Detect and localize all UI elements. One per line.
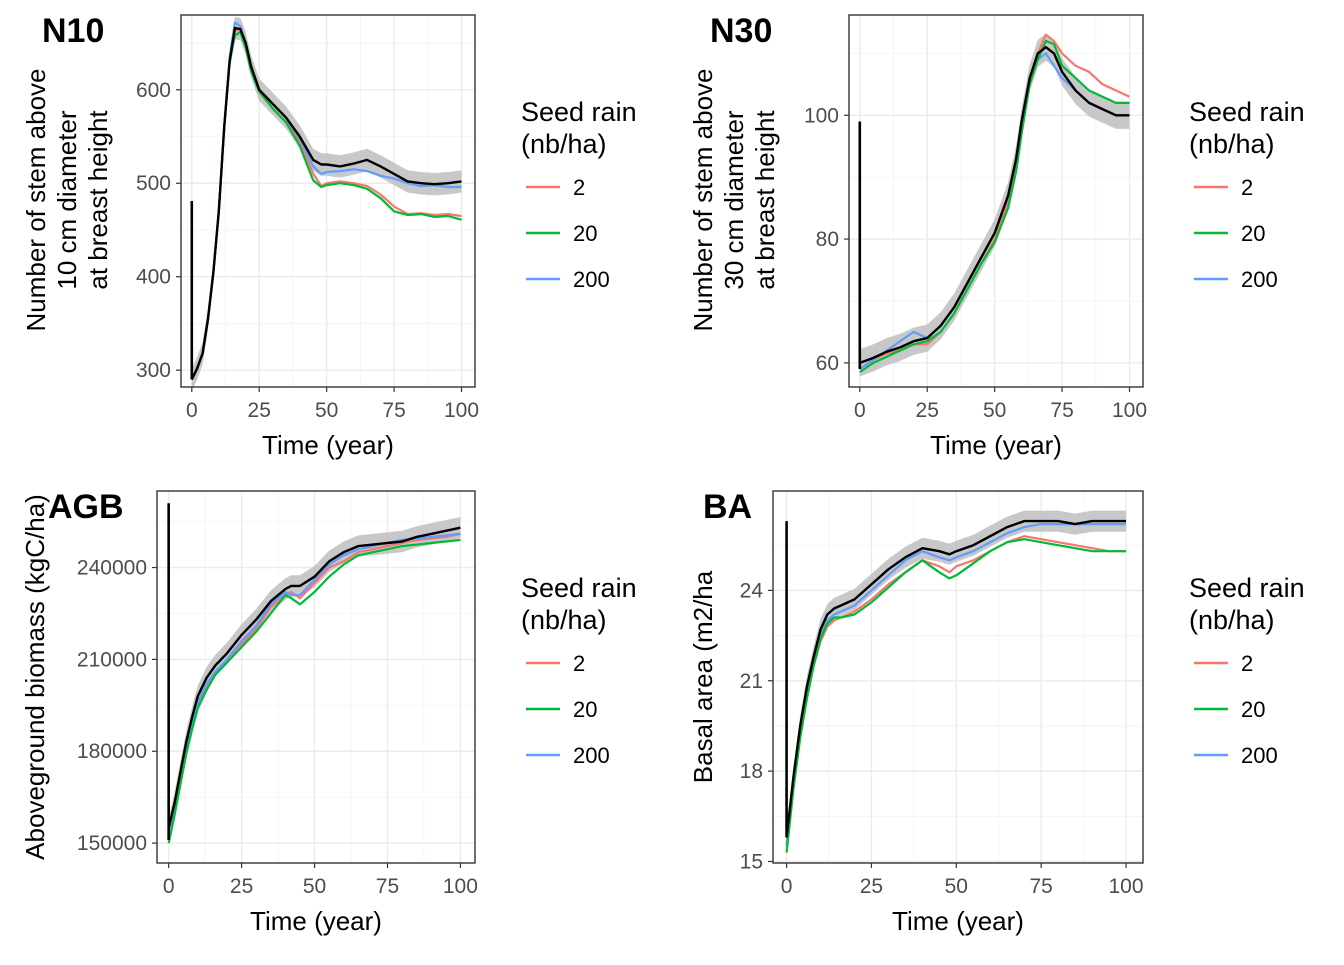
y-tick-label: 150000 xyxy=(77,832,147,855)
y-axis-label-line1: Number of stem above xyxy=(21,68,51,331)
legend-label-200: 200 xyxy=(1241,267,1278,292)
y-tick-label: 240000 xyxy=(77,557,147,580)
x-tick-label: 100 xyxy=(443,875,478,898)
x-axis-label: Time (year) xyxy=(930,430,1062,460)
legend-label-2: 2 xyxy=(573,175,585,200)
y-axis-label: Basal area (m2/ha xyxy=(688,570,718,783)
x-tick-label: 0 xyxy=(163,875,175,898)
legend-label-2: 2 xyxy=(1241,175,1253,200)
panel-ba: BA Basal area (m2/ha Time (year) xyxy=(688,488,1024,936)
legend-label-2: 2 xyxy=(573,651,585,676)
plot-background xyxy=(849,15,1143,387)
legend-label-20: 20 xyxy=(573,221,597,246)
x-tick-label: 50 xyxy=(315,399,338,422)
y-tick-label: 180000 xyxy=(77,740,147,763)
panel-tag: BA xyxy=(703,488,752,526)
x-tick-label: 100 xyxy=(444,399,479,422)
plot-frame xyxy=(848,14,1144,388)
y-tick-label: 60 xyxy=(816,352,839,375)
y-axis-label-line2: 10 cm diameter xyxy=(52,110,82,290)
y-tick-label: 500 xyxy=(136,172,171,195)
y-tick-label: 80 xyxy=(816,228,839,251)
legend-agb: Seed rain (nb/ha) 2 20 200 xyxy=(521,573,637,768)
legend-n10: Seed rain (nb/ha) 2 20 200 xyxy=(521,97,637,292)
y-axis-label: Aboveground biomass (kgC/ha) xyxy=(20,494,50,860)
y-axis-label-line1: Number of stem above xyxy=(688,68,718,331)
series-line-mean xyxy=(190,26,462,381)
y-axis-label-line2: 30 cm diameter xyxy=(719,110,749,290)
y-tick-label: 21 xyxy=(740,670,763,693)
x-axis-label: Time (year) xyxy=(250,906,382,936)
y-axis-label-line3: at breast height xyxy=(750,110,780,290)
legend-label-20: 20 xyxy=(1241,221,1265,246)
plot-area-n30: 0 25 50 75 100 60 80 100 xyxy=(804,14,1147,422)
legend-label-20: 20 xyxy=(573,697,597,722)
x-tick-label: 50 xyxy=(945,875,968,898)
legend-label-200: 200 xyxy=(573,267,610,292)
y-tick-label: 400 xyxy=(136,266,171,289)
legend-ba: Seed rain (nb/ha) 2 20 200 xyxy=(1189,573,1305,768)
panel-n10: N10 Number of stem above 10 cm diameter … xyxy=(21,12,394,460)
y-axis-label-line3: at breast height xyxy=(83,110,113,290)
x-tick-label: 0 xyxy=(781,875,793,898)
panel-tag: AGB xyxy=(48,488,124,526)
plot-area-n10: 0 25 50 75 100 300 400 500 600 xyxy=(136,14,479,422)
y-tick-label: 210000 xyxy=(77,648,147,671)
x-tick-label: 75 xyxy=(1050,399,1073,422)
x-tick-label: 50 xyxy=(303,875,326,898)
plot-area-ba: 0 25 50 75 100 15 18 21 24 xyxy=(740,490,1144,898)
x-tick-label: 50 xyxy=(983,399,1006,422)
series-line-mean xyxy=(859,46,1130,365)
plot-frame xyxy=(156,490,476,864)
plot-area-agb: 0 25 50 75 100 150000 180000 210000 240000 xyxy=(77,490,478,898)
series-line-20 xyxy=(167,538,461,844)
series-line-mean xyxy=(167,526,461,829)
x-tick-label: 100 xyxy=(1109,875,1144,898)
x-axis-label: Time (year) xyxy=(892,906,1024,936)
legend-label-200: 200 xyxy=(573,743,610,768)
y-tick-label: 24 xyxy=(740,579,764,602)
x-tick-label: 25 xyxy=(248,399,271,422)
series-line-mean xyxy=(785,519,1126,838)
legend-label-200: 200 xyxy=(1241,743,1278,768)
x-tick-label: 75 xyxy=(376,875,399,898)
legend-title-line2: (nb/ha) xyxy=(1189,605,1275,635)
x-axis-label: Time (year) xyxy=(262,430,394,460)
x-tick-label: 25 xyxy=(916,399,939,422)
y-tick-label: 300 xyxy=(136,359,171,382)
legend-label-2: 2 xyxy=(1241,651,1253,676)
x-tick-label: 25 xyxy=(230,875,253,898)
x-tick-label: 0 xyxy=(186,399,198,422)
x-tick-label: 100 xyxy=(1112,399,1147,422)
plot-frame xyxy=(772,490,1144,864)
legend-title-line1: Seed rain xyxy=(1189,97,1305,127)
plot-background xyxy=(181,15,475,387)
panel-agb: AGB Aboveground biomass (kgC/ha) Time (y… xyxy=(20,488,382,936)
y-tick-label: 18 xyxy=(740,760,763,783)
x-tick-label: 75 xyxy=(382,399,405,422)
x-tick-label: 0 xyxy=(854,399,866,422)
panel-tag: N10 xyxy=(42,12,104,50)
panel-tag: N30 xyxy=(710,12,772,50)
series-line-20 xyxy=(859,39,1130,374)
legend-title-line2: (nb/ha) xyxy=(521,129,607,159)
legend-title-line2: (nb/ha) xyxy=(1189,129,1275,159)
y-tick-label: 100 xyxy=(804,104,839,127)
legend-title-line2: (nb/ha) xyxy=(521,605,607,635)
x-tick-label: 25 xyxy=(860,875,883,898)
panel-n30: N30 Number of stem above 30 cm diameter … xyxy=(688,12,1062,460)
legend-label-20: 20 xyxy=(1241,697,1265,722)
legend-title-line1: Seed rain xyxy=(1189,573,1305,603)
series-line-20 xyxy=(785,538,1126,853)
legend-title-line1: Seed rain xyxy=(521,97,637,127)
x-tick-label: 75 xyxy=(1029,875,1052,898)
legend-n30: Seed rain (nb/ha) 2 20 200 xyxy=(1189,97,1305,292)
y-tick-label: 15 xyxy=(740,850,763,873)
plot-frame xyxy=(180,14,476,388)
confidence-band xyxy=(859,33,1130,377)
y-tick-label: 600 xyxy=(136,79,171,102)
legend-title-line1: Seed rain xyxy=(521,573,637,603)
